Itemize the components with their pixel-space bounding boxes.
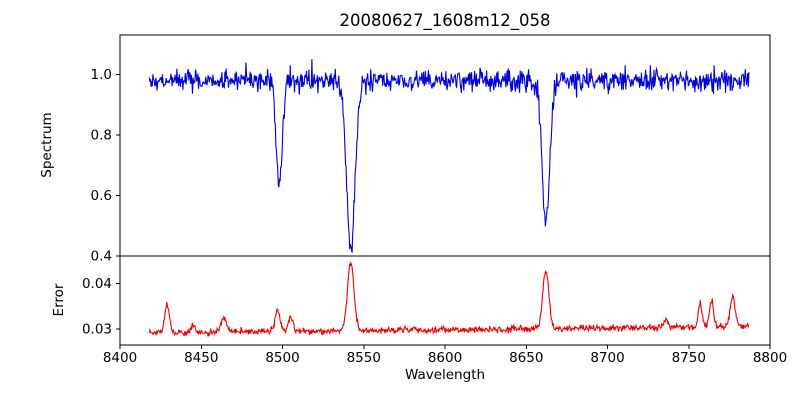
- x-axis-label: Wavelength: [405, 367, 485, 383]
- y-axis-label-error: Error: [51, 283, 67, 316]
- x-tick-label: 8400: [103, 350, 137, 366]
- x-tick-label: 8550: [347, 350, 381, 366]
- x-tick-label: 8800: [753, 350, 787, 366]
- plot-area: 0.4 0.6 0.8 1.0 0.03 0.04 8400 8450 8500 8550 8600…: [82, 34, 787, 366]
- x-tick-label: 8450: [184, 350, 218, 366]
- chart-title: 20080627_1608m12_058: [339, 11, 550, 31]
- y-tick-label: 0.04: [82, 276, 112, 292]
- y-tick-label: 0.4: [91, 249, 112, 265]
- y-axis-label-spectrum: Spectrum: [39, 112, 55, 177]
- y-tick-label: 0.03: [82, 322, 112, 338]
- spectrum-data-line: [148, 59, 750, 253]
- y-tick-label: 0.8: [91, 127, 112, 143]
- error-data-line: [148, 260, 750, 337]
- spectrum-axes-box: [119, 34, 771, 257]
- x-tick-label: 8700: [590, 350, 624, 366]
- x-tick-label: 8600: [428, 350, 462, 366]
- x-tick-label: 8650: [509, 350, 543, 366]
- y-tick-label: 1.0: [91, 67, 112, 83]
- y-tick-label: 0.6: [91, 188, 112, 204]
- x-tick-label: 8750: [672, 350, 706, 366]
- x-tick-label: 8500: [265, 350, 299, 366]
